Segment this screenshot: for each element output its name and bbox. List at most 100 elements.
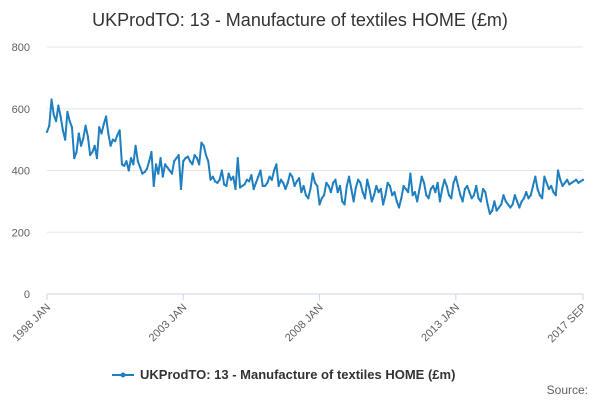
data-point[interactable] [454,175,457,178]
data-point[interactable] [109,144,112,147]
data-point[interactable] [229,178,233,181]
data-point[interactable] [559,178,562,181]
data-point[interactable] [152,184,155,188]
data-point[interactable] [522,197,526,200]
data-point[interactable] [370,200,373,203]
data-point[interactable] [95,157,99,160]
data-point[interactable] [89,153,92,157]
data-point[interactable] [111,138,114,141]
data-point[interactable] [52,113,55,117]
data-point[interactable] [338,184,342,188]
data-point[interactable] [86,135,89,138]
data-point[interactable] [550,184,553,188]
data-point[interactable] [245,178,248,181]
data-point[interactable] [407,191,410,194]
data-point[interactable] [202,144,205,147]
data-point[interactable] [447,194,451,197]
data-point[interactable] [236,157,239,160]
data-point[interactable] [57,104,60,107]
data-point[interactable] [241,184,244,188]
data-point[interactable] [166,166,169,169]
data-point[interactable] [520,200,523,203]
data-point[interactable] [259,169,262,172]
data-point[interactable] [191,163,194,166]
data-point[interactable] [209,178,212,181]
data-point[interactable] [563,181,566,184]
data-point[interactable] [409,172,412,175]
data-point[interactable] [64,138,67,141]
data-point[interactable] [150,150,153,154]
data-point[interactable] [120,163,124,166]
data-point[interactable] [188,160,192,163]
data-point[interactable] [343,203,346,206]
data-point[interactable] [579,180,582,183]
data-point[interactable] [238,186,242,189]
data-point[interactable] [527,197,530,200]
data-point[interactable] [254,181,258,184]
data-point[interactable] [102,123,105,126]
data-point[interactable] [500,203,503,206]
data-point[interactable] [359,181,362,184]
data-point[interactable] [195,157,198,160]
data-point[interactable] [68,120,71,123]
data-point[interactable] [145,167,149,171]
data-point[interactable] [352,200,355,203]
data-point[interactable] [179,187,183,191]
data-point[interactable] [397,206,401,209]
data-point[interactable] [341,200,344,203]
data-point[interactable] [141,172,144,175]
data-point[interactable] [50,98,53,101]
data-point[interactable] [91,150,94,154]
data-point[interactable] [266,181,269,184]
data-point[interactable] [282,181,285,184]
data-point[interactable] [488,212,491,215]
data-point[interactable] [302,184,305,188]
data-point[interactable] [388,184,392,188]
data-point[interactable] [497,206,501,209]
data-point[interactable] [293,184,296,188]
data-point[interactable] [554,194,557,197]
data-point[interactable] [536,187,539,191]
data-point[interactable] [98,126,101,129]
data-point[interactable] [291,175,294,178]
data-point[interactable] [277,184,280,188]
data-point[interactable] [268,175,271,178]
data-point[interactable] [463,187,466,191]
data-point[interactable] [552,191,555,194]
data-point[interactable] [345,184,348,188]
data-point[interactable] [307,197,310,200]
data-point[interactable] [525,191,528,194]
data-point[interactable] [84,124,87,127]
data-point[interactable] [104,115,108,118]
data-point[interactable] [316,184,319,188]
data-point[interactable] [211,175,214,178]
data-point[interactable] [263,184,267,188]
data-point[interactable] [177,153,180,157]
data-point[interactable] [570,181,573,184]
data-point[interactable] [225,184,228,188]
data-point[interactable] [429,187,432,191]
data-point[interactable] [575,178,578,181]
data-point[interactable] [193,153,196,157]
data-point[interactable] [143,170,146,174]
data-point[interactable] [161,175,164,178]
data-point[interactable] [311,172,314,175]
data-point[interactable] [441,187,444,191]
data-point[interactable] [123,164,126,167]
data-point[interactable] [318,203,321,206]
data-point[interactable] [531,184,535,188]
data-point[interactable] [372,194,376,197]
data-point[interactable] [82,136,85,140]
data-point[interactable] [48,124,51,127]
data-point[interactable] [107,132,110,135]
data-point[interactable] [495,209,498,212]
data-point[interactable] [402,184,405,188]
data-point[interactable] [132,163,135,166]
data-point[interactable] [368,187,371,191]
data-point[interactable] [452,181,455,184]
data-point[interactable] [70,126,74,129]
data-point[interactable] [93,144,96,147]
data-point[interactable] [223,183,226,186]
data-point[interactable] [257,175,260,178]
data-point[interactable] [545,181,548,184]
